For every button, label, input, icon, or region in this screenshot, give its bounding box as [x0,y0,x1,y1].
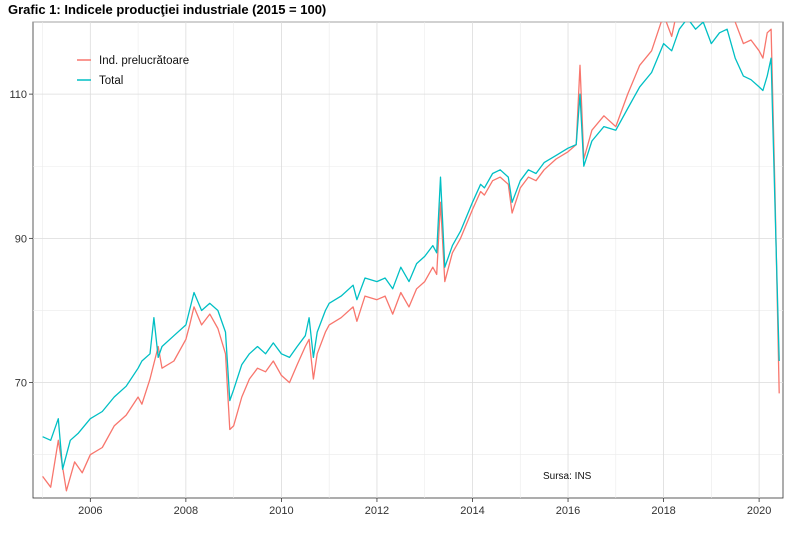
x-tick-label: 2014 [460,505,484,517]
series-line-0 [42,22,780,492]
legend-label-0: Ind. prelucrătoare [99,55,189,67]
x-tick-label: 2016 [556,505,580,517]
grid-lines [33,21,783,498]
x-tick-label: 2010 [269,505,293,517]
x-tick-label: 2008 [174,505,198,517]
chart-title: Grafic 1: Indicele producţiei industrial… [8,2,327,17]
axis-ticks: 2006 2008 2010 2012 2014 2016 2018 2020 70 90 110 [9,89,771,517]
source-note: Sursa: INS [543,471,592,482]
x-tick-label: 2020 [747,505,771,517]
plot-area [32,21,784,499]
x-tick-label: 2018 [651,505,675,517]
y-tick-label: 90 [15,233,27,245]
series-lines [42,22,780,492]
legend-label-1: Total [99,75,123,87]
legend: Ind. prelucrătoare Total [77,55,189,87]
y-tick-label: 70 [15,378,27,390]
x-tick-label: 2012 [365,505,389,517]
x-tick-label: 2006 [78,505,102,517]
y-tick-label: 110 [9,89,27,101]
series-line-1 [42,22,780,470]
